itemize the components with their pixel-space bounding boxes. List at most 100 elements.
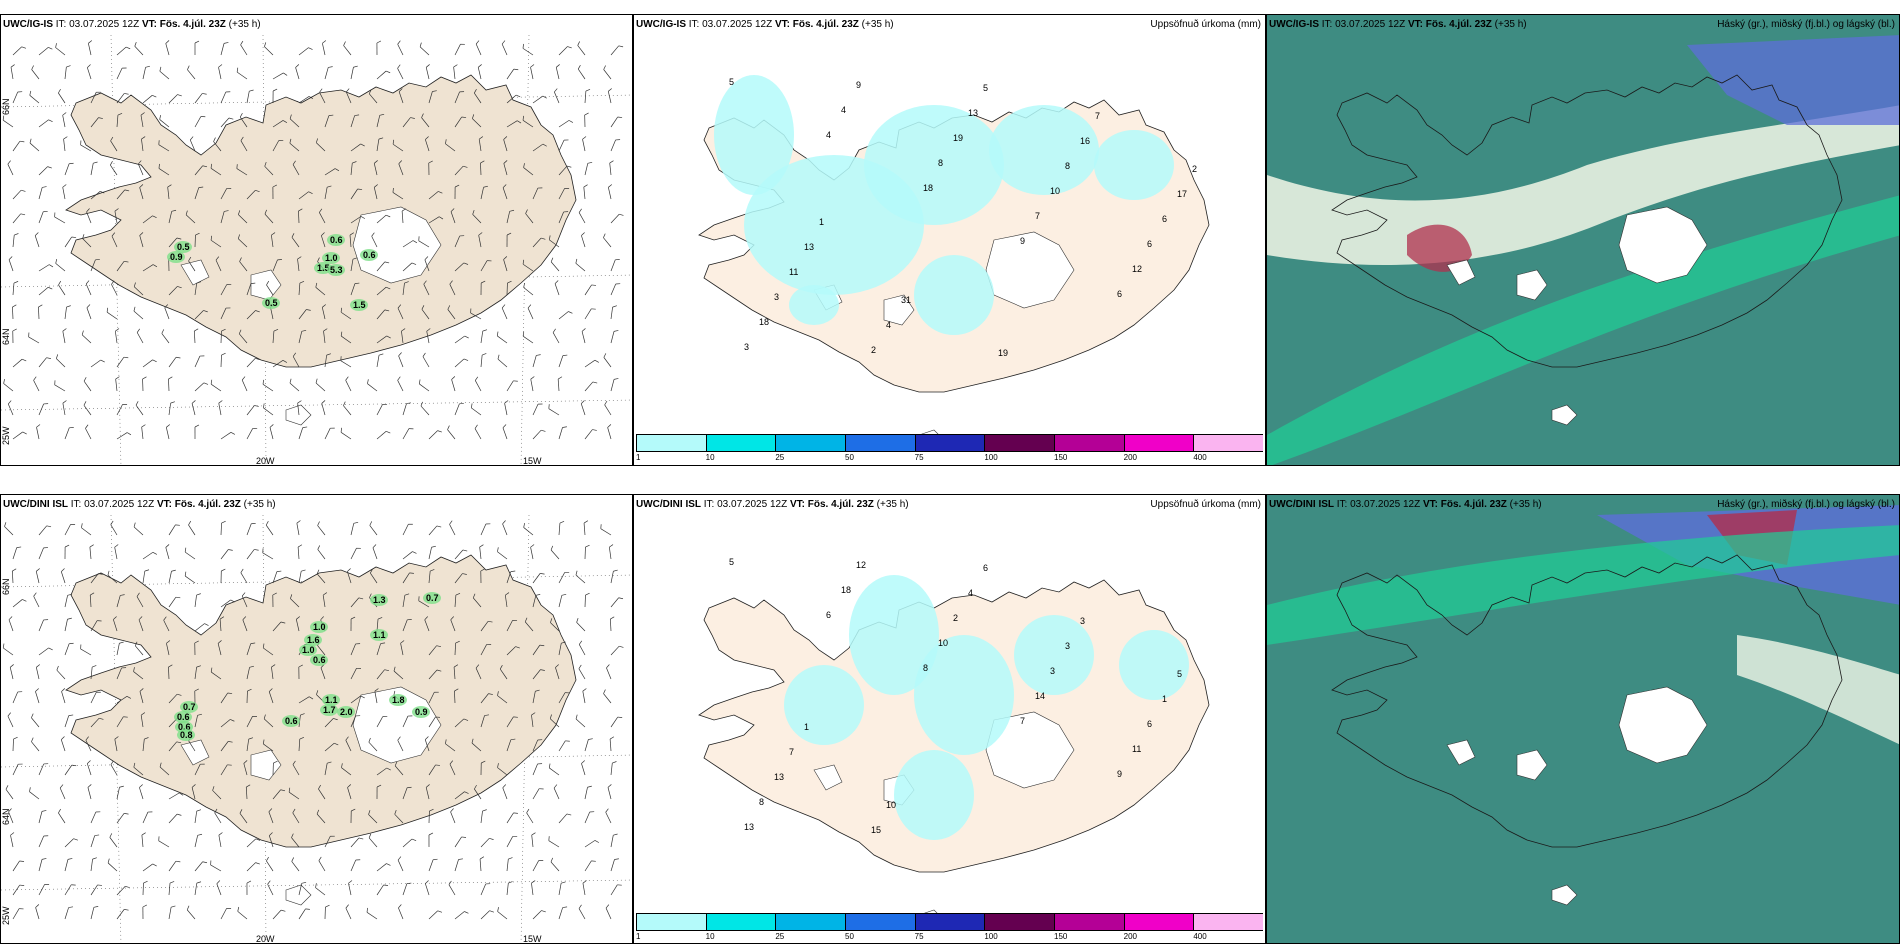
wind-barb	[39, 356, 51, 369]
wind-barb	[550, 546, 562, 559]
colorbar-tick: 400	[1193, 453, 1206, 462]
precip-value: 6	[1162, 214, 1167, 224]
precip-value: 6	[826, 610, 831, 620]
wind-barb	[39, 210, 48, 225]
wind-barb	[117, 785, 124, 800]
wind-barb	[481, 353, 486, 367]
wind-barb	[455, 42, 465, 56]
wind-barb	[83, 401, 94, 415]
wind-barb	[479, 545, 485, 559]
colorbar-tick: 10	[706, 453, 715, 462]
latitude-gridline	[1, 400, 633, 410]
wind-barb	[585, 113, 589, 127]
wind-barb	[7, 161, 17, 175]
wind-barb	[369, 521, 381, 535]
wind-barb	[263, 42, 276, 55]
wind-barb	[611, 329, 618, 344]
wind-barb	[574, 571, 587, 583]
wind-barb	[527, 305, 536, 319]
wind-barb	[105, 308, 119, 319]
wind-barb	[221, 907, 231, 921]
wind-barb	[501, 305, 510, 319]
wind-barb	[39, 647, 53, 659]
wind-barb	[143, 863, 157, 874]
wind-barb	[429, 545, 436, 560]
wind-barb	[221, 41, 228, 56]
wind-barb	[209, 380, 223, 391]
wind-barb	[325, 905, 329, 919]
precip-value: 11	[789, 267, 798, 277]
wind-barb	[480, 857, 485, 871]
wind-barb	[556, 64, 563, 79]
wind-barb	[533, 787, 544, 801]
wind-barb	[39, 46, 52, 58]
precip-value: 17	[1177, 189, 1187, 199]
panel-title: UWC/DINI ISL IT: 03.07.2025 12Z VT: Fös.…	[1269, 499, 1542, 510]
colorbar-tick: 75	[915, 932, 924, 941]
wind-barb	[522, 523, 535, 535]
wind-barb	[585, 839, 599, 850]
colorbar-segment	[775, 913, 845, 931]
wind-barb	[169, 881, 174, 895]
wind-barb	[298, 545, 303, 559]
wind-barb	[295, 64, 303, 79]
wind-barb	[602, 65, 614, 79]
wind-barb	[502, 424, 510, 439]
wind-barb	[39, 264, 53, 275]
wind-barb	[117, 46, 130, 58]
colorbar-tick: 25	[775, 453, 784, 462]
wind-barb	[61, 568, 69, 583]
wind-barb	[339, 428, 353, 439]
latitude-label: 64N	[1, 328, 11, 345]
wind-barb	[157, 836, 171, 847]
wind-barb	[610, 161, 615, 175]
precip-area	[1094, 130, 1174, 200]
precip-value: 31	[901, 295, 911, 305]
wind-barb	[195, 354, 204, 368]
wind-barb	[39, 618, 48, 632]
wind-barb	[142, 377, 147, 391]
wind-barb	[377, 862, 390, 874]
gust-value: 0.7	[183, 702, 196, 712]
wind-barb	[348, 880, 355, 895]
precip-value: 5	[729, 77, 734, 87]
wind-barb	[610, 737, 615, 751]
wind-barb	[39, 524, 51, 537]
wind-barb	[63, 137, 69, 151]
wind-barb	[7, 713, 17, 727]
precip-value: 12	[1132, 264, 1142, 274]
gust-value: 1.6	[307, 635, 320, 645]
precip-value: 6	[1147, 719, 1152, 729]
wind-barb	[65, 714, 73, 729]
precip-value: 13	[774, 772, 784, 782]
wind-barb	[611, 213, 623, 226]
longitude-label: 20W	[256, 456, 275, 466]
wind-barb	[578, 905, 588, 919]
wind-barb	[61, 736, 69, 751]
wind-barb	[30, 738, 42, 751]
wind-barb	[398, 905, 407, 919]
wind-barb	[87, 64, 95, 79]
wind-barb	[315, 379, 328, 391]
wind-barb	[554, 89, 563, 103]
wind-barb	[585, 810, 594, 824]
wind-barb	[403, 522, 413, 536]
wind-barb	[585, 380, 597, 393]
wind-barb	[195, 860, 207, 873]
wind-barb	[474, 377, 484, 391]
wind-barb	[422, 353, 432, 367]
wind-barb	[13, 762, 23, 776]
wind-barb	[184, 548, 198, 559]
wind-barb	[247, 427, 257, 441]
wind-barb	[13, 212, 25, 225]
wind-barb	[36, 424, 43, 439]
wind-barb	[221, 569, 225, 583]
iceland-landmass	[66, 75, 576, 367]
wind-barb	[602, 234, 614, 247]
precip-value: 3	[1065, 641, 1070, 651]
wind-barb	[13, 690, 22, 704]
precip-value: 7	[1035, 211, 1040, 221]
wind-barb	[13, 329, 17, 343]
gust-value: 2.0	[340, 707, 353, 717]
wind-barb	[221, 521, 226, 535]
